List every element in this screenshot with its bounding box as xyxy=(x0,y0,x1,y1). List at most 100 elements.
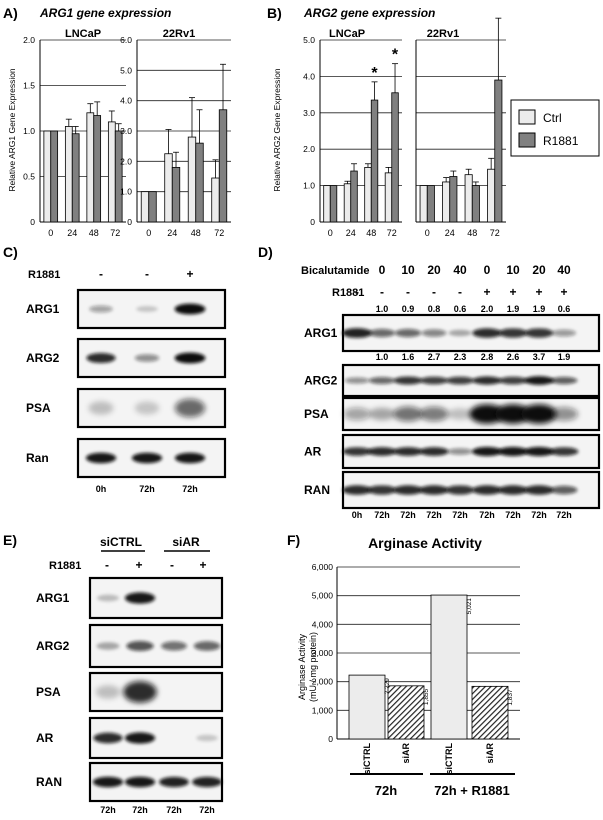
chart-a-lncap-bar-r1881 xyxy=(71,133,80,223)
chart-f-tick-label: 3,000 xyxy=(312,648,334,658)
chart-a-22rv1-bar-r1881 xyxy=(218,109,228,223)
blot-band xyxy=(86,352,116,364)
panel-d-r1881-sign: - xyxy=(406,285,410,299)
blot-band xyxy=(134,401,160,415)
blot-label-arg1: ARG1 xyxy=(36,591,70,605)
panel-d-time: 72h xyxy=(400,510,416,520)
chart-b-lncap-bar-ctrl xyxy=(364,166,372,223)
blot-band xyxy=(523,446,555,457)
panel-c-time-1: 0h xyxy=(96,484,107,494)
panel-e-r1881-label: R1881 xyxy=(49,560,81,572)
chart-a-lncap-x-tick-label: 48 xyxy=(89,228,99,238)
chart-f-category-label: siAR xyxy=(485,743,495,764)
panel-e-group-1: siCTRL xyxy=(100,535,142,549)
chart-b-lncap: 0 1.0 2.0 3.0 4.0 5.0 0 24 48 72 * * xyxy=(303,35,402,238)
blot-band xyxy=(123,681,157,703)
chart-b-22rv1-bar-ctrl xyxy=(487,168,496,223)
chart-b-lncap-tick-label: 1.0 xyxy=(303,181,315,191)
chart-a-lncap-tick-label: 2.0 xyxy=(23,35,35,45)
chart-a-22rv1-x-tick-label: 48 xyxy=(191,228,201,238)
blot-band xyxy=(96,642,120,650)
panel-d-bicalutamide-value: 0 xyxy=(379,263,386,277)
blot-band xyxy=(174,352,206,364)
blot-band xyxy=(174,452,206,464)
chart-f-category-label: siAR xyxy=(401,743,411,764)
chart-a-lncap-bar-ctrl xyxy=(64,126,73,223)
chart-a-lncap-bar-ctrl xyxy=(43,130,52,223)
chart-f-value-label: 5,021 xyxy=(466,598,473,615)
blot-label-ran: RAN xyxy=(36,775,62,789)
chart-a-22rv1-tick-label: 6.0 xyxy=(120,35,132,45)
blot-band xyxy=(524,328,554,338)
blot-band xyxy=(174,303,206,315)
panel-c-time-2: 72h xyxy=(139,484,155,494)
panel-b-lncap-title: LNCaP xyxy=(329,28,365,40)
blot-band xyxy=(549,447,579,456)
panel-c-sign-1: - xyxy=(99,267,103,281)
blot-band xyxy=(131,452,163,464)
chart-a-22rv1-tick-label: 5.0 xyxy=(120,65,132,75)
blot-band xyxy=(136,305,158,313)
panel-d-time: 72h xyxy=(374,510,390,520)
panel-a-22rv1-title: 22Rv1 xyxy=(163,28,195,40)
panel-f-group-1-label: 72h xyxy=(375,783,397,798)
panel-c-sign-2: - xyxy=(145,267,149,281)
panel-b: B) ARG2 gene expression Relative ARG2 Ge… xyxy=(267,5,600,238)
blot-band xyxy=(448,329,472,337)
blot-band xyxy=(445,485,475,495)
panel-d: D) Bicalutamide R1881 0 10 20 40 0 10 20 40 - - - -… xyxy=(258,244,601,520)
chart-a-lncap-tick-label: 0 xyxy=(30,217,35,227)
chart-b-lncap-x-tick-label: 0 xyxy=(328,228,333,238)
blot-band xyxy=(126,640,154,652)
chart-b-lncap-tick-label: 3.0 xyxy=(303,108,315,118)
blot-label-arg1: ARG1 xyxy=(26,302,60,316)
panel-d-arg2-quant: 3.7 xyxy=(533,352,546,362)
chart-a-22rv1-x-tick-label: 72 xyxy=(214,228,224,238)
panel-d-bicalutamide-value: 0 xyxy=(484,263,491,277)
panel-d-bicalutamide-value: 10 xyxy=(401,263,415,277)
panel-a: A) ARG1 gene expression Relative ARG1 Ge… xyxy=(3,5,231,238)
chart-a-22rv1-tick-label: 0 xyxy=(127,217,132,227)
blot-band xyxy=(393,485,423,495)
chart-a-22rv1-tick-label: 4.0 xyxy=(120,96,132,106)
chart-f-tick-label: 5,000 xyxy=(312,591,334,601)
chart-a-22rv1-bar-ctrl xyxy=(187,136,197,223)
panel-d-arg2-quant: 1.9 xyxy=(558,352,571,362)
panel-b-ylabel: Relative ARG2 Gene Expression xyxy=(272,68,282,192)
panel-f-group-2-label: 72h + R1881 xyxy=(434,783,510,798)
panel-e: E) siCTRL siAR R1881 - + - + ARG1 ARG2 PSA… xyxy=(3,532,224,815)
panel-d-bicalutamide-value: 40 xyxy=(557,263,571,277)
panel-c-letter: C) xyxy=(3,244,18,260)
chart-f-value-label: 2,229 xyxy=(384,678,391,695)
blot-label-ran: Ran xyxy=(26,451,49,465)
blot-band xyxy=(419,447,449,456)
panel-a-ylabel: Relative ARG1 Gene Expression xyxy=(7,68,17,192)
panel-d-time: 0h xyxy=(352,510,363,520)
chart-f-bar-sictrl xyxy=(430,594,468,740)
blot-band xyxy=(97,594,119,602)
chart-b-22rv1-bar-r1881 xyxy=(471,185,480,223)
chart-b-lncap-tick-label: 2.0 xyxy=(303,144,315,154)
blot-band xyxy=(134,354,160,362)
blot-band xyxy=(498,376,528,385)
panel-c-sign-3: + xyxy=(186,267,193,281)
blot-band xyxy=(88,401,114,415)
chart-b-22rv1-bar-r1881 xyxy=(494,79,503,223)
chart-b-22rv1-bar-ctrl xyxy=(442,181,451,223)
panel-c-r1881-label: R1881 xyxy=(28,269,60,281)
panel-f-letter: F) xyxy=(287,532,300,548)
chart-a-lncap-tick-label: 1.5 xyxy=(23,81,35,91)
blot-band xyxy=(524,485,554,495)
panel-d-arg2-quant: 1.6 xyxy=(402,352,415,362)
panel-d-arg1-quant: 0.6 xyxy=(558,304,571,314)
blot-band xyxy=(419,376,449,385)
panel-d-arg1-quant: 0.8 xyxy=(428,304,441,314)
panel-d-arg1-quant: 1.9 xyxy=(533,304,546,314)
panel-d-r1881-sign: + xyxy=(535,285,542,299)
blot-band xyxy=(196,734,218,742)
chart-f-category-label: siCTRL xyxy=(362,742,372,774)
panel-e-group-2: siAR xyxy=(172,535,200,549)
chart-b-22rv1: 0 24 48 72 xyxy=(415,17,506,238)
blot-band xyxy=(368,407,396,421)
